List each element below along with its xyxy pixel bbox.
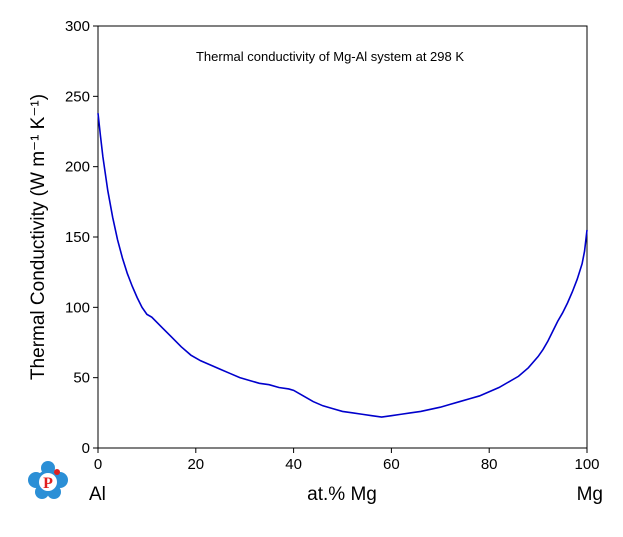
x-tick-label: 20 bbox=[187, 456, 204, 473]
y-tick-label: 300 bbox=[65, 18, 90, 35]
plot-frame bbox=[97, 25, 588, 449]
x-axis-label: at.% Mg bbox=[307, 484, 377, 505]
x-tick-label: 100 bbox=[574, 456, 599, 473]
chart-annotation: Thermal conductivity of Mg-Al system at … bbox=[196, 49, 464, 64]
x-tick-label: 40 bbox=[285, 456, 302, 473]
y-tick-label: 100 bbox=[65, 299, 90, 316]
x-tick-label: 60 bbox=[383, 456, 400, 473]
logo-icon: P bbox=[28, 461, 68, 499]
x-tick-label: 0 bbox=[94, 456, 102, 473]
y-tick-label: 200 bbox=[65, 159, 90, 176]
series-line-0 bbox=[97, 113, 588, 418]
x-end-label-right: Mg bbox=[577, 484, 603, 505]
y-tick-label: 50 bbox=[73, 370, 90, 387]
y-tick-label: 250 bbox=[65, 88, 90, 105]
y-tick-label: 150 bbox=[65, 229, 90, 246]
x-tick-label: 80 bbox=[481, 456, 498, 473]
y-tick-label: 0 bbox=[82, 440, 90, 457]
y-axis-label: Thermal Conductivity (W m⁻¹ K⁻¹) bbox=[28, 94, 49, 380]
x-end-label-left: Al bbox=[89, 484, 106, 505]
logo-letter: P bbox=[43, 475, 53, 492]
